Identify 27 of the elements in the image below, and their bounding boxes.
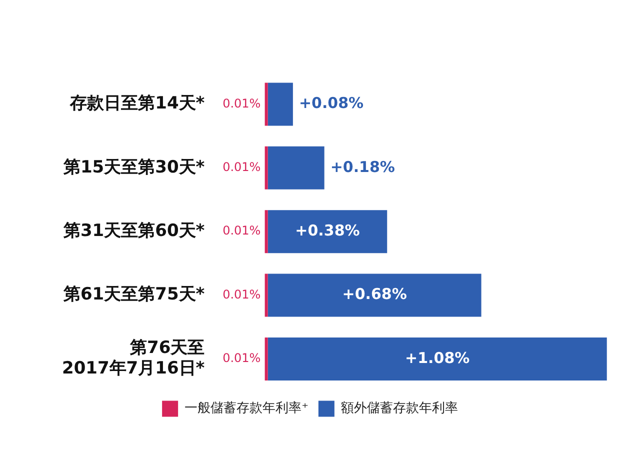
legend-label: 額外儲蓄存款年利率	[340, 400, 458, 416]
data-label: +1.08%	[405, 348, 470, 367]
bar	[264, 146, 268, 190]
bar	[264, 337, 268, 380]
data-label: 0.01%	[222, 96, 261, 110]
bar	[268, 82, 293, 126]
bar	[264, 210, 268, 254]
data-label: 0.01%	[222, 287, 261, 302]
data-label: +0.18%	[330, 158, 395, 176]
bar	[268, 274, 482, 317]
data-label: 0.01%	[222, 351, 261, 366]
y-tick-label: 存款日至第14天*	[69, 94, 205, 114]
y-tick-label: 第61天至第75天*	[62, 284, 205, 305]
data-label: +0.68%	[342, 285, 407, 304]
bar	[268, 337, 607, 380]
y-tick-label: 第31天至第60天*	[62, 221, 205, 242]
data-label: +0.38%	[295, 221, 360, 240]
bar	[268, 210, 388, 254]
data-label: 0.01%	[222, 224, 261, 238]
bar	[268, 146, 324, 190]
data-label: 0.01%	[222, 160, 261, 174]
y-tick-label: 第76天至 2017年7月16日*	[62, 338, 205, 379]
legend-label: 一般儲蓄存款年利率⁺	[184, 400, 308, 416]
y-tick-label: 第15天至第30天*	[62, 157, 205, 178]
data-label: +0.08%	[298, 94, 364, 112]
bar	[264, 274, 268, 317]
bar	[264, 82, 268, 126]
